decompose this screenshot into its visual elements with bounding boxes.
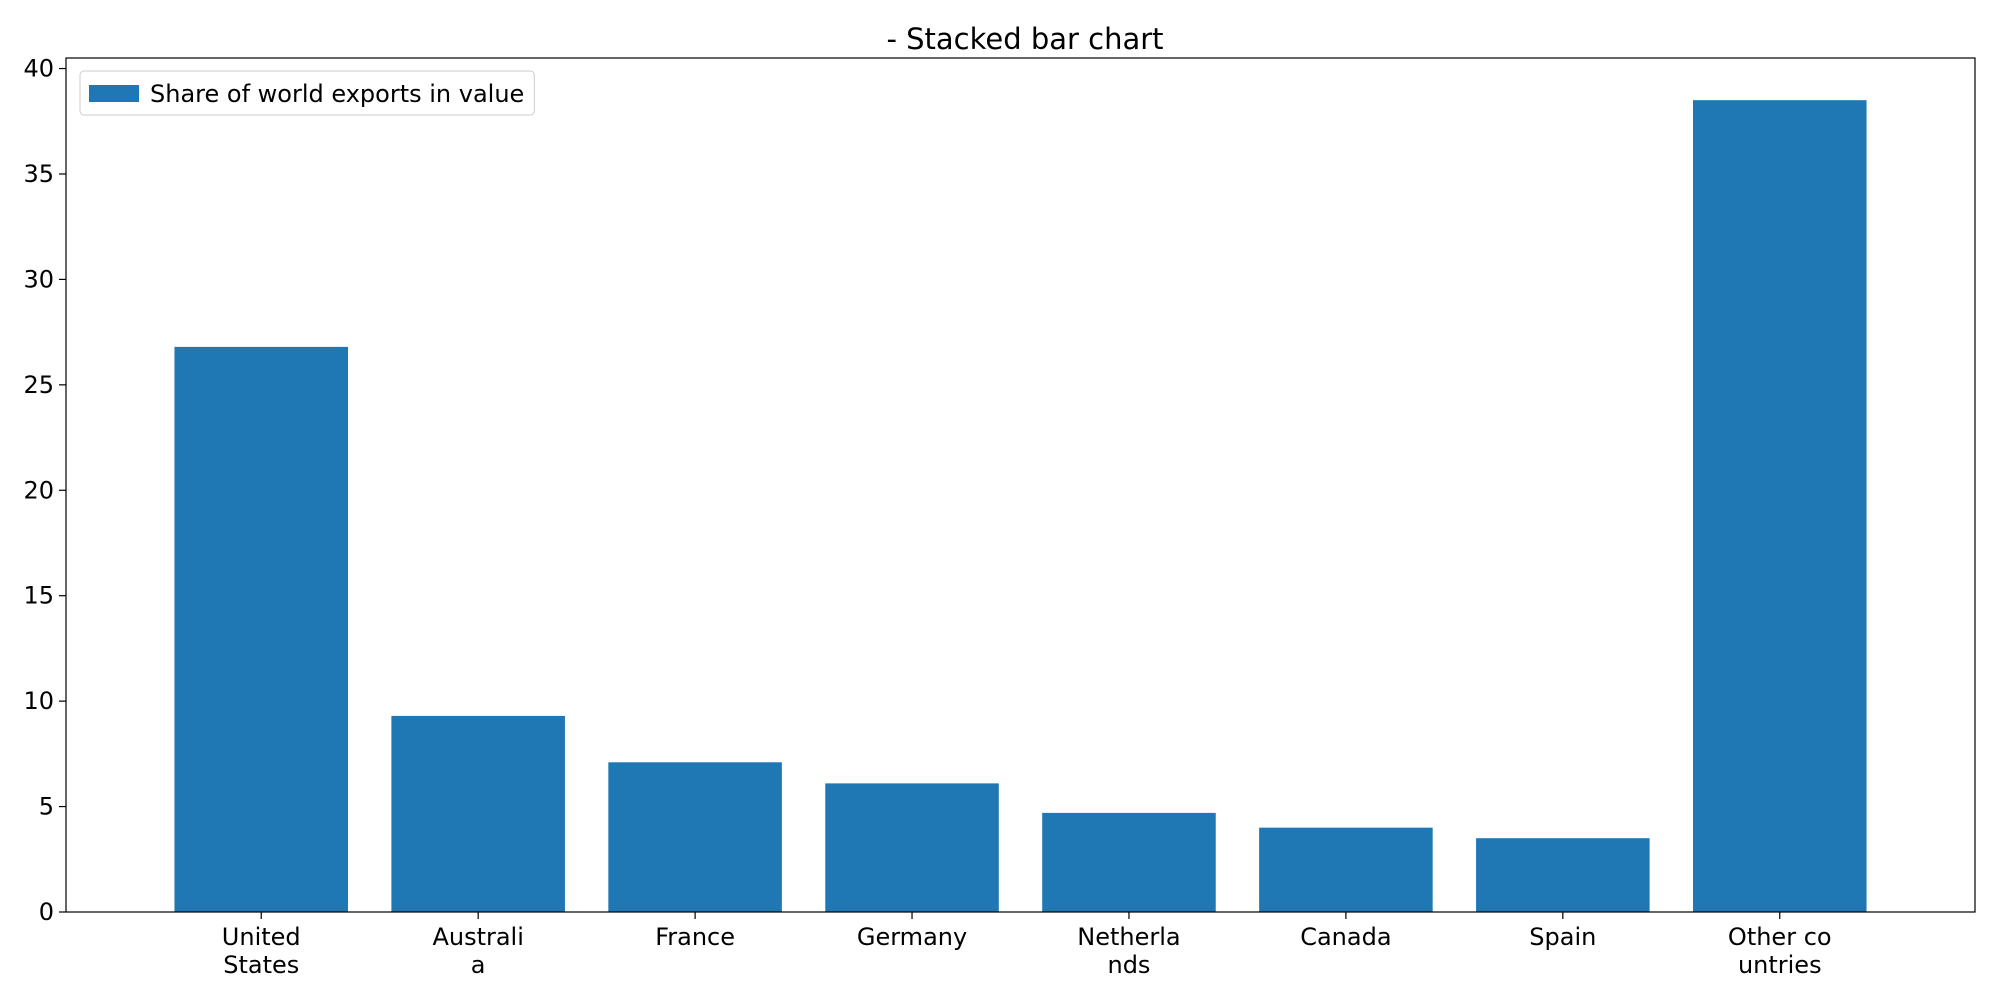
y-tick-label: 35 [23, 160, 54, 188]
y-tick-label: 5 [39, 793, 54, 821]
bar-netherlands [1042, 812, 1216, 912]
y-tick-label: 25 [23, 371, 54, 399]
y-tick-label: 0 [39, 898, 54, 926]
chart-title: - Stacked bar chart [886, 22, 1163, 56]
x-tick-label: Netherla nds [1077, 923, 1180, 979]
y-axis: 0 5 10 15 20 25 30 35 40 [23, 55, 66, 926]
y-tick-label: 15 [23, 582, 54, 610]
bar-unitedstates [174, 346, 349, 913]
bars-layer [174, 100, 1867, 913]
y-tick-label: 30 [23, 265, 54, 293]
bar-france [608, 762, 782, 912]
legend-label: Share of world exports in value [150, 80, 524, 108]
legend-swatch [89, 85, 139, 102]
x-tick-label: Germany [857, 923, 967, 951]
bar-other-countries [1692, 100, 1867, 912]
x-tick-label: Spain [1529, 923, 1596, 951]
bar-spain [1476, 838, 1650, 912]
bar-canada [1259, 827, 1433, 912]
x-axis: United States Australi a France Germany Nether… [222, 912, 1832, 979]
x-tick-label: United States [222, 923, 301, 979]
y-tick-label: 10 [23, 687, 54, 715]
y-tick-label: 40 [23, 55, 54, 83]
plot-frame [65, 57, 1976, 913]
x-tick-label: Canada [1300, 923, 1391, 951]
x-tick-label: Other co untries [1728, 923, 1832, 979]
bar-germany [825, 783, 999, 912]
legend: Share of world exports in value [79, 70, 535, 116]
x-tick-label: France [655, 923, 735, 951]
y-tick-label: 20 [23, 476, 54, 504]
legend-box [79, 70, 535, 116]
bar-australia [391, 715, 565, 912]
x-tick-label: Australi a [432, 923, 523, 979]
